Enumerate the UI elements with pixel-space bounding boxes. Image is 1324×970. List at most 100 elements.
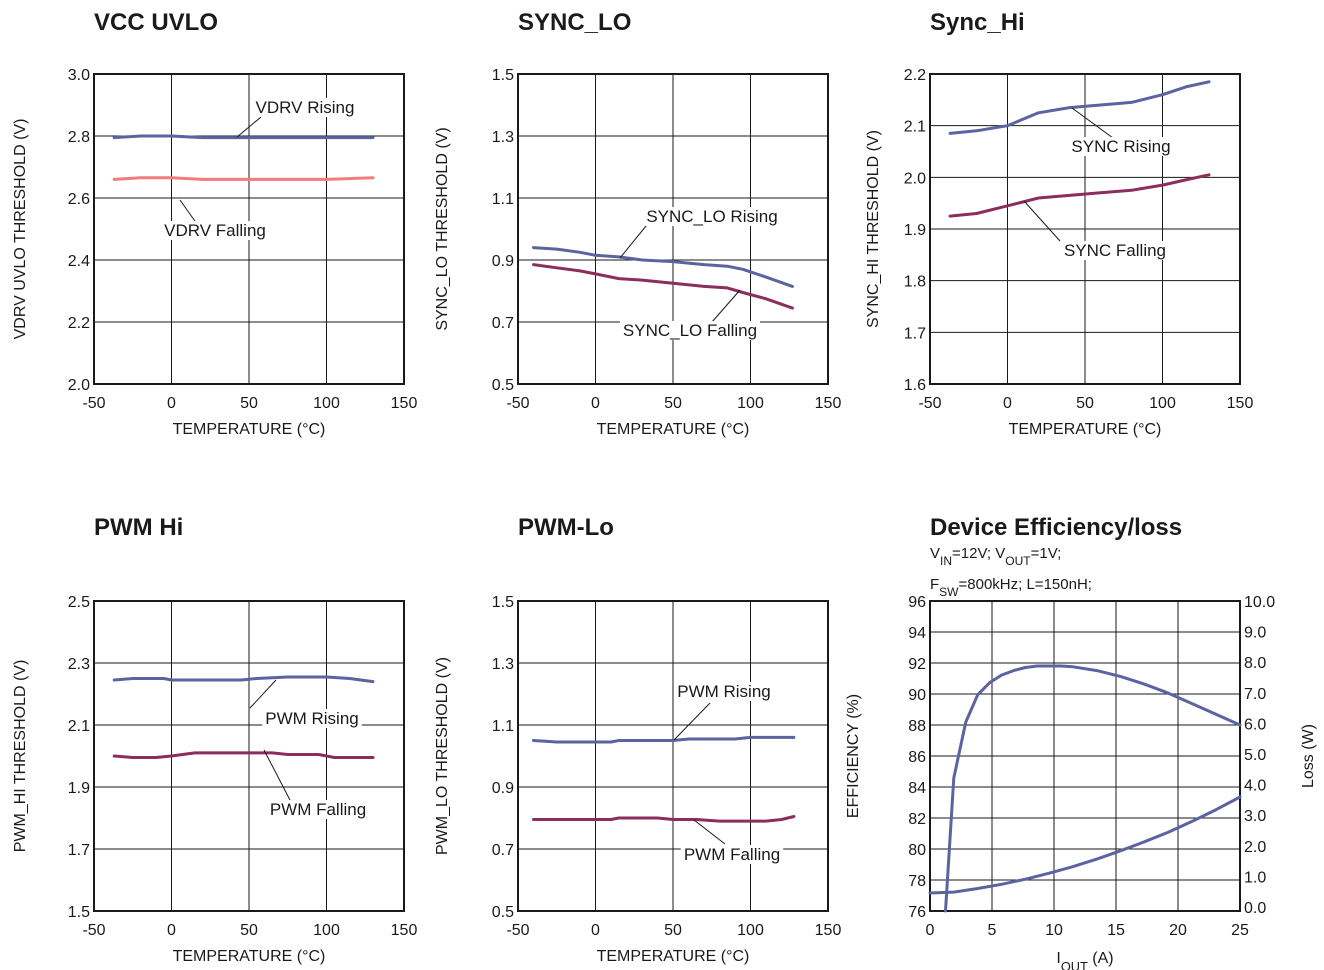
annotation-backing xyxy=(674,682,774,701)
series-line-loss xyxy=(928,795,1242,895)
annotation-leader xyxy=(711,289,741,323)
y-tick-label: 1.5 xyxy=(492,594,514,611)
x-axis-label: IOUT (A) xyxy=(1056,950,1113,970)
y-tick-label: 2.1 xyxy=(904,119,926,136)
x-axis-label: TEMPERATURE (°C) xyxy=(597,421,750,438)
series-line-sync-lo-rising xyxy=(532,246,794,288)
series-annotation: VDRV Falling xyxy=(164,221,266,240)
x-tick-label: 150 xyxy=(815,395,842,412)
series-line-sync-lo-falling xyxy=(532,263,794,310)
annotation-backing xyxy=(161,221,269,240)
series-line-pwm-rising xyxy=(532,735,796,744)
x-tick-label: 100 xyxy=(313,922,340,939)
chart-title: PWM-Lo xyxy=(518,514,614,541)
x-tick-label: 150 xyxy=(391,395,418,412)
y-tick-label: 80 xyxy=(908,842,926,859)
y-tick-label: 76 xyxy=(908,904,926,921)
annotation-backing xyxy=(266,800,370,819)
y2-tick-label: 9.0 xyxy=(1244,625,1266,642)
series-annotation: SYNC Rising xyxy=(1071,137,1170,156)
x-tick-label: 0 xyxy=(591,395,600,412)
subscript: SW xyxy=(939,585,959,599)
annotation-backing xyxy=(1068,137,1174,156)
series-line-efficiency xyxy=(944,664,1242,913)
chart-1: VCC UVLO -50 0 50 100 150 2.0 2.2 2.4 2.6 2.8 3.0 TE… xyxy=(12,9,417,438)
y-axis-label: SYNC_LO THRESHOLD (V) xyxy=(434,127,451,330)
annotation-leader xyxy=(236,116,262,138)
x-tick-label: 0 xyxy=(167,922,176,939)
y-tick-label: 1.5 xyxy=(492,67,514,84)
y-axis-label: PWM_LO THRESHOLD (V) xyxy=(434,657,451,855)
y-tick-label: 1.6 xyxy=(904,377,926,394)
chart-title: SYNC_LO xyxy=(518,9,631,36)
subscript: IN xyxy=(940,554,952,568)
plot-frame xyxy=(517,73,829,385)
y-tick-label: 1.7 xyxy=(68,842,90,859)
annotation-backing xyxy=(262,709,362,728)
y-tick-label: 1.9 xyxy=(904,222,926,239)
annotation-backing xyxy=(252,98,358,117)
y-tick-label: 1.3 xyxy=(492,129,514,146)
y-tick-label: 2.5 xyxy=(68,594,90,611)
x-tick-label: 50 xyxy=(664,395,682,412)
x-tick-label: 0 xyxy=(591,922,600,939)
y-tick-label: 82 xyxy=(908,811,926,828)
y-tick-label: 88 xyxy=(908,718,926,735)
y-axis-label: SYNC_HI THRESHOLD (V) xyxy=(865,130,882,328)
y-tick-label: 94 xyxy=(908,625,926,642)
y-tick-label: 3.0 xyxy=(68,67,90,84)
y-axis-label: EFFICIENCY (%) xyxy=(845,694,862,818)
x-axis-label: TEMPERATURE (°C) xyxy=(173,948,326,965)
y-tick-label: 0.5 xyxy=(492,904,514,921)
chart-title: Device Efficiency/loss xyxy=(930,514,1182,541)
chart-3: Sync_Hi -50 0 50 100 150 1.6 1.7 1.8 1.9 2.0 2.1 2.2… xyxy=(865,9,1253,438)
x-tick-label: 15 xyxy=(1107,922,1125,939)
x-tick-label: 100 xyxy=(1149,395,1176,412)
plot-frame xyxy=(93,73,405,385)
subscript: OUT xyxy=(1061,959,1088,970)
annotation-leader xyxy=(1023,200,1061,242)
y-tick-label: 1.3 xyxy=(492,656,514,673)
x-tick-label: 150 xyxy=(815,922,842,939)
y2-tick-label: 5.0 xyxy=(1244,747,1266,764)
y-tick-label: 2.2 xyxy=(68,315,90,332)
x-tick-label: 0 xyxy=(1003,395,1012,412)
y-tick-label: 86 xyxy=(908,749,926,766)
annotation-leader xyxy=(673,702,711,741)
annotation-leader xyxy=(1071,107,1114,139)
y2-tick-label: 3.0 xyxy=(1244,808,1266,825)
x-tick-label: -50 xyxy=(506,395,529,412)
y-tick-label: 2.3 xyxy=(68,656,90,673)
annotation-leader xyxy=(249,679,277,709)
x-tick-label: 50 xyxy=(240,922,258,939)
series-annotation: SYNC Falling xyxy=(1064,241,1166,260)
x-tick-label: 100 xyxy=(737,922,764,939)
annotation-leader xyxy=(693,819,726,845)
y-tick-label: 2.4 xyxy=(68,253,90,270)
x-tick-label: 0 xyxy=(926,922,935,939)
series-annotation: PWM Rising xyxy=(265,709,359,728)
x-tick-label: 5 xyxy=(988,922,997,939)
series-line-sync-falling xyxy=(948,173,1211,218)
y2-tick-label: 8.0 xyxy=(1244,655,1266,672)
y-tick-label: 0.9 xyxy=(492,780,514,797)
text-part: (A) xyxy=(1088,950,1114,967)
plot-frame xyxy=(929,600,1241,912)
annotation-backing xyxy=(1060,241,1170,260)
x-tick-label: 100 xyxy=(737,395,764,412)
plot-frame xyxy=(929,73,1241,385)
y-tick-label: 90 xyxy=(908,687,926,704)
x-tick-label: -50 xyxy=(82,922,105,939)
chart-2: SYNC_LO -50 0 50 100 150 0.5 0.7 0.9 1.1 1.3 1.5 TEM… xyxy=(434,9,841,438)
y-tick-label: 1.8 xyxy=(904,274,926,291)
x-tick-label: 100 xyxy=(313,395,340,412)
x-axis-label: TEMPERATURE (°C) xyxy=(1009,421,1162,438)
series-annotation: SYNC_LO Rising xyxy=(646,207,777,226)
series-line-pwm-rising xyxy=(112,675,375,684)
chart-subtitle-line: VIN=12V; VOUT=1V; xyxy=(930,545,1061,568)
y-axis-label: VDRV UVLO THRESHOLD (V) xyxy=(12,119,29,340)
y-tick-label: 2.1 xyxy=(68,718,90,735)
series-line-vdrv-rising xyxy=(112,134,375,140)
x-tick-label: 25 xyxy=(1231,922,1249,939)
